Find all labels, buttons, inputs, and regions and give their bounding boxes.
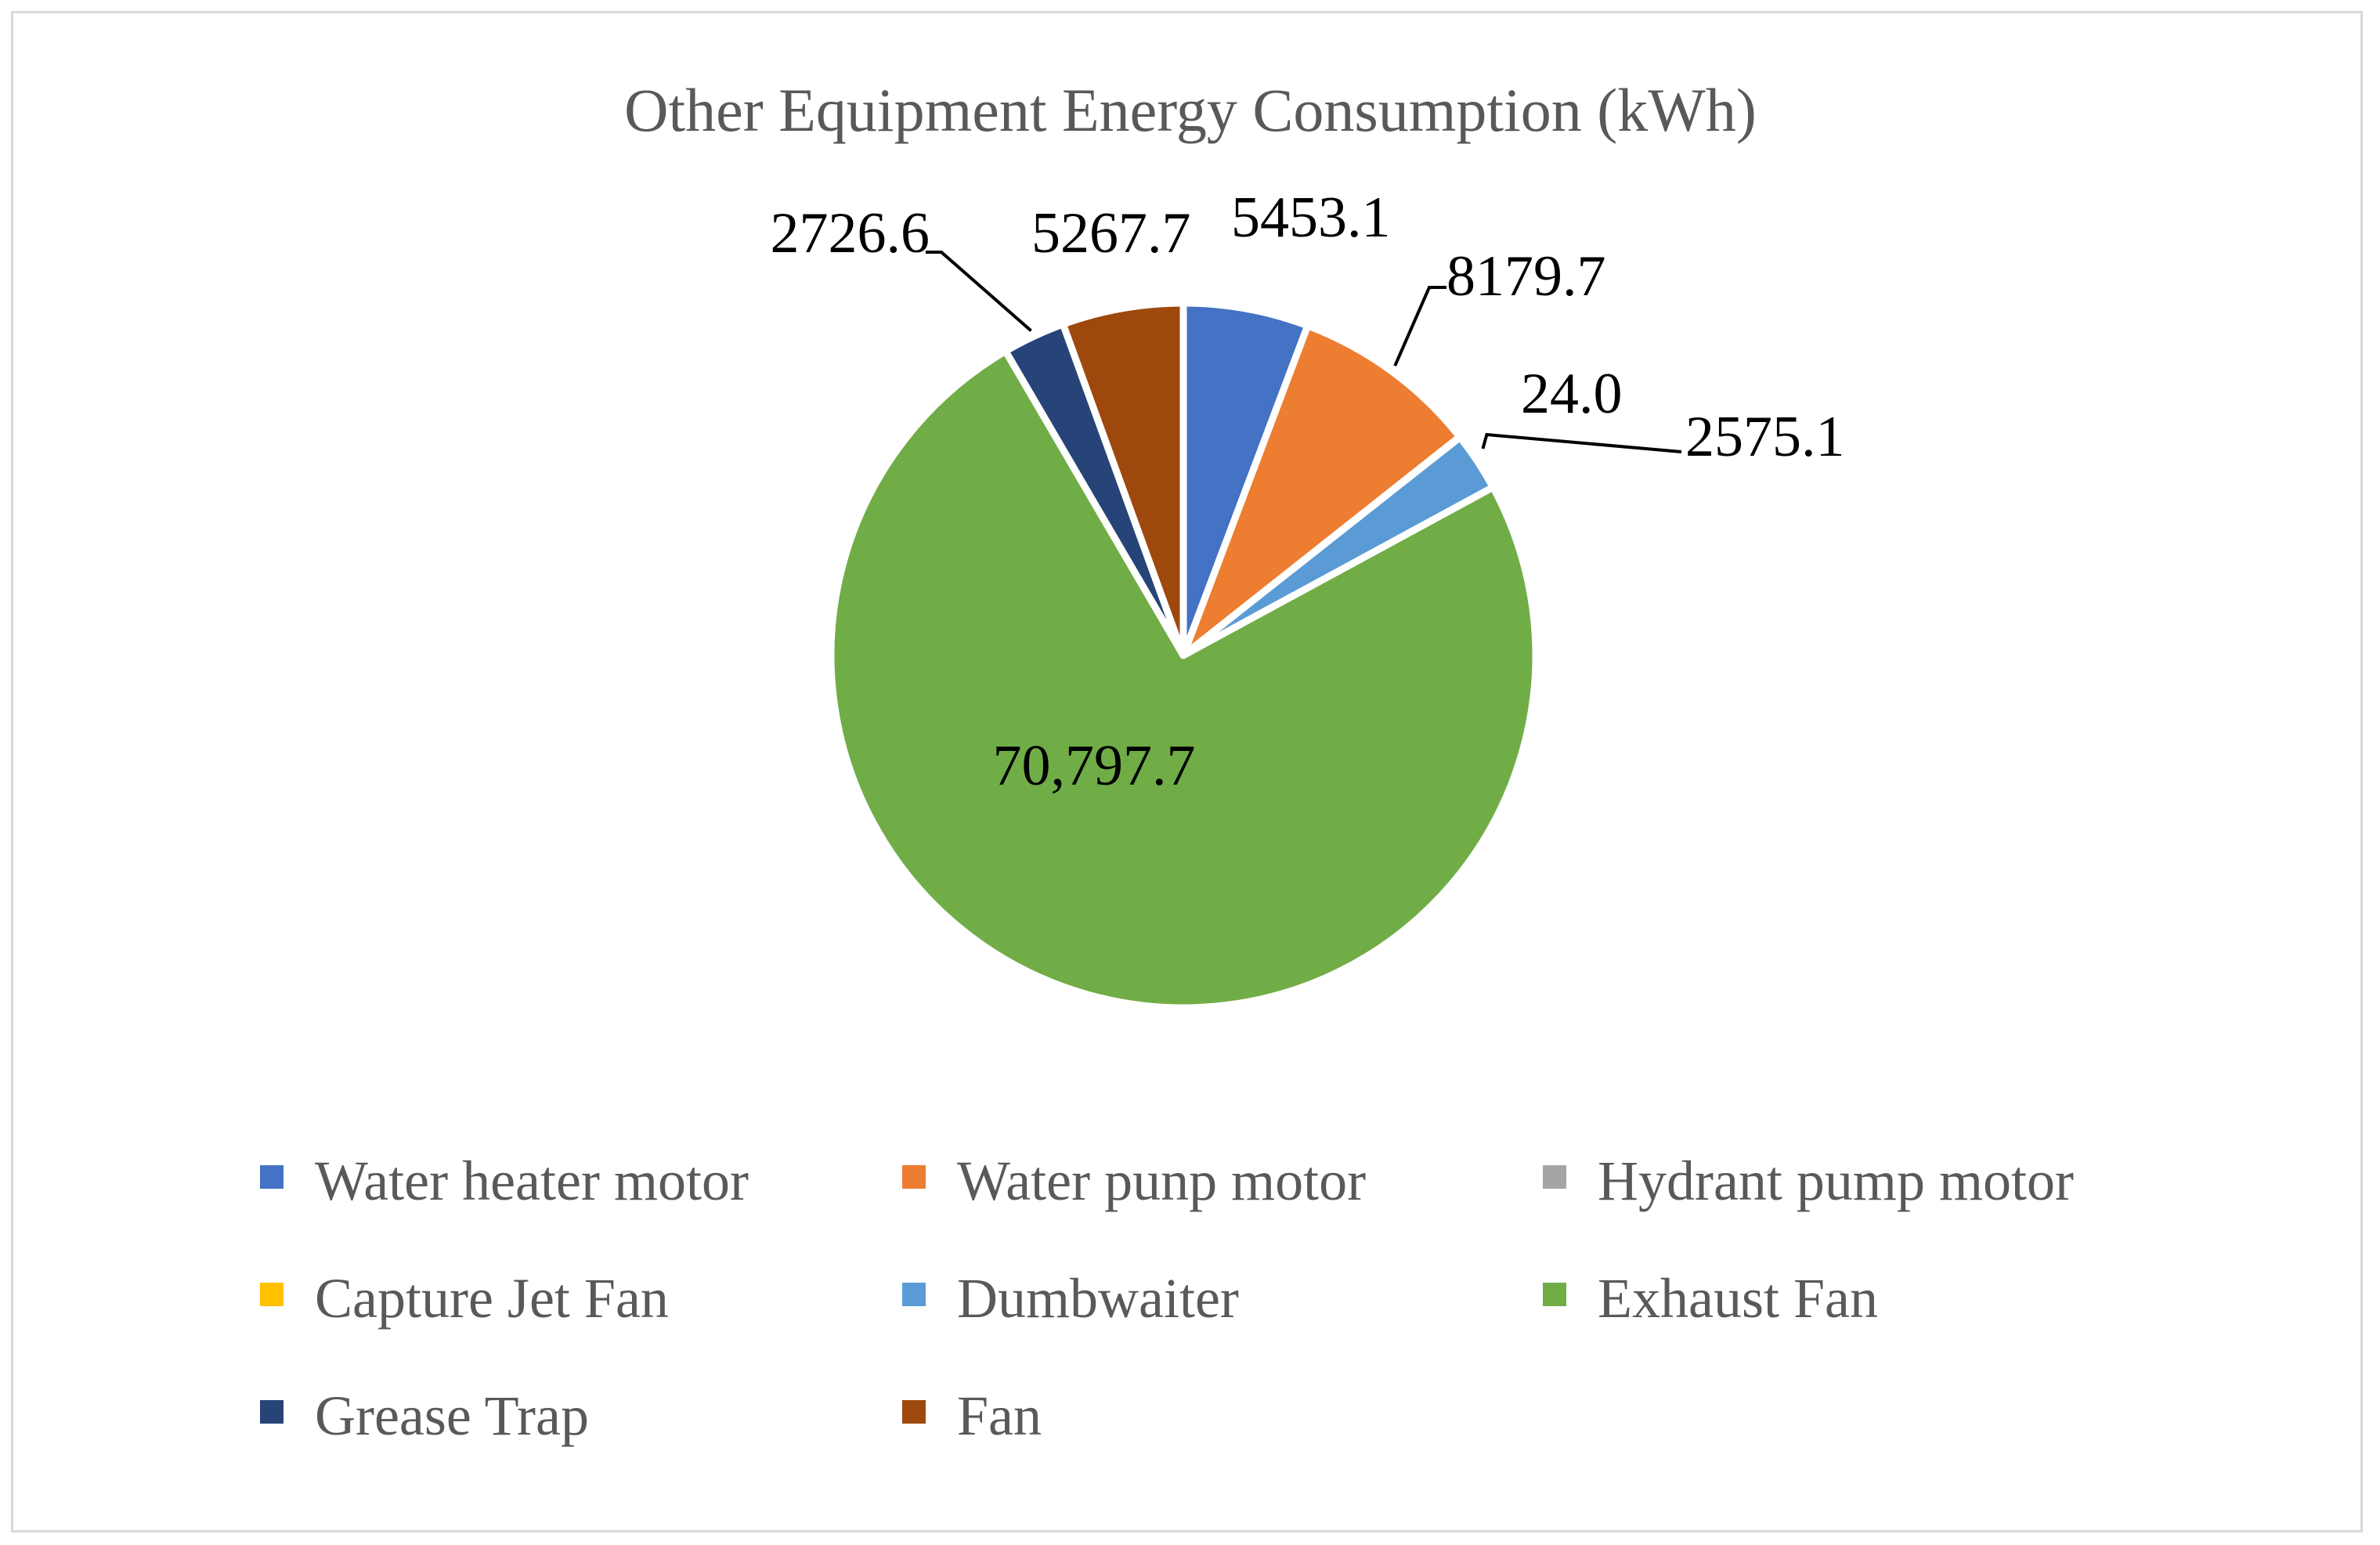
- legend-label-fan: Fan: [957, 1384, 1042, 1447]
- data-label-dumbwaiter: 2575.1: [1685, 405, 1845, 469]
- chart-title: Other Equipment Energy Consumption (kWh): [624, 76, 1757, 144]
- legend-item-dumbwaiter: Dumbwaiter: [902, 1267, 1239, 1330]
- chart-frame: Other Equipment Energy Consumption (kWh)…: [11, 11, 2363, 1532]
- legend: Water heater motor Water punp motor Hydran…: [260, 1150, 2074, 1447]
- legend-item-grease-trap: Grease Trap: [260, 1384, 589, 1447]
- leader-line-dumbwaiter: [1481, 432, 1682, 453]
- legend-swatch-grease-trap: [260, 1400, 284, 1424]
- legend-item-water-heater-motor: Water heater motor: [260, 1150, 749, 1212]
- slice-water-punp-motor: [1179, 322, 1464, 659]
- data-label-water-punp-motor: 8179.7: [1446, 244, 1606, 309]
- slice-fan: [1059, 299, 1187, 659]
- legend-swatch-water-heater-motor: [260, 1165, 284, 1189]
- legend-swatch-capture-jet-fan: [260, 1283, 284, 1306]
- legend-item-fan: Fan: [902, 1384, 1042, 1447]
- legend-swatch-fan: [902, 1400, 926, 1424]
- legend-item-exhaust-fan: Exhaust Fan: [1543, 1267, 1878, 1330]
- leader-lines: [926, 251, 1682, 453]
- legend-label-water-heater-motor: Water heater motor: [315, 1150, 749, 1212]
- legend-label-exhaust-fan: Exhaust Fan: [1598, 1267, 1878, 1330]
- data-label-hydrant-pump-motor: 24.0: [1521, 362, 1623, 426]
- pie-slices: [827, 299, 1540, 1012]
- legend-label-hydrant-pump-motor: Hydrant pump motor: [1598, 1150, 2074, 1212]
- legend-item-capture-jet-fan: Capture Jet Fan: [260, 1267, 669, 1330]
- slice-exhaust-fan: [827, 347, 1540, 1012]
- legend-label-water-punp-motor: Water punp motor: [957, 1150, 1366, 1212]
- data-label-exhaust-fan: 70,797.7: [993, 734, 1196, 798]
- legend-swatch-exhaust-fan: [1543, 1283, 1566, 1306]
- data-label-water-heater-motor: 5453.1: [1231, 186, 1391, 250]
- leader-line-grease-trap: [926, 251, 1032, 332]
- data-labels: 5453.1 8179.7 24.0 2575.1 70,797.7 2726.6 5267…: [771, 186, 1845, 798]
- data-label-grease-trap: 2726.6: [771, 201, 930, 265]
- legend-item-hydrant-pump-motor: Hydrant pump motor: [1543, 1150, 2074, 1212]
- leader-line-water-punp-motor: [1393, 286, 1446, 366]
- legend-swatch-dumbwaiter: [902, 1283, 926, 1306]
- legend-label-grease-trap: Grease Trap: [315, 1384, 589, 1447]
- legend-swatch-hydrant-pump-motor: [1543, 1165, 1566, 1189]
- legend-item-water-punp-motor: Water punp motor: [902, 1150, 1366, 1212]
- legend-label-capture-jet-fan: Capture Jet Fan: [315, 1267, 669, 1330]
- legend-label-dumbwaiter: Dumbwaiter: [957, 1267, 1239, 1330]
- legend-swatch-water-punp-motor: [902, 1165, 926, 1189]
- chart-svg: Other Equipment Energy Consumption (kWh)…: [260, 76, 2074, 1447]
- data-label-fan: 5267.7: [1031, 201, 1191, 265]
